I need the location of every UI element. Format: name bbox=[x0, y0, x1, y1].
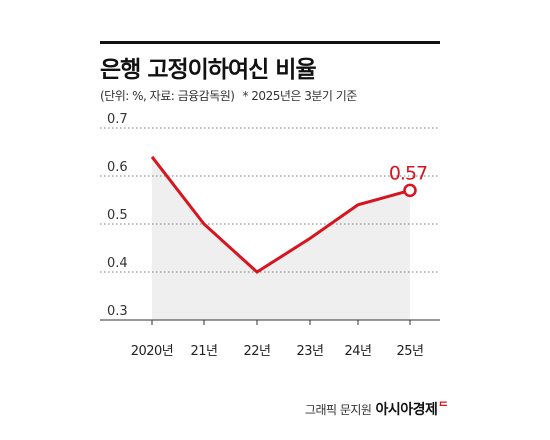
highlight-point bbox=[403, 183, 417, 198]
x-tick-label: 23년 bbox=[296, 344, 323, 359]
credit: 그래픽 문지원 아시아경제ᄃ bbox=[304, 398, 449, 419]
x-tick-label: 21년 bbox=[190, 344, 217, 359]
y-tick-label: 0.6 bbox=[107, 160, 128, 175]
x-tick-label: 24년 bbox=[344, 344, 371, 359]
unit-source-note: (단위: %, 자료: 금융감독원) bbox=[100, 89, 235, 103]
series-line bbox=[150, 155, 411, 274]
brand-logo-text: 아시아경제 bbox=[375, 402, 438, 418]
y-tick-label: 0.3 bbox=[107, 304, 128, 319]
x-tick-label: 25년 bbox=[396, 344, 423, 359]
chart-subtitle: (단위: %, 자료: 금융감독원) * 2025년은 3분기 기준 bbox=[100, 87, 357, 104]
highlight-data-label: 0.57 bbox=[389, 162, 427, 184]
brand-mark-icon: ᄃ bbox=[438, 400, 448, 413]
x-tick-label: 22년 bbox=[243, 344, 270, 359]
y-tick-label: 0.5 bbox=[107, 208, 128, 223]
chart-title: 은행 고정이하여신 비율 bbox=[100, 57, 317, 83]
graphic-credit: 그래픽 문지원 bbox=[304, 403, 372, 417]
period-note: * 2025년은 3분기 기준 bbox=[242, 89, 357, 103]
x-tick-label: 2020년 bbox=[131, 344, 174, 359]
y-tick-label: 0.4 bbox=[107, 256, 128, 271]
y-tick-label: 0.7 bbox=[107, 112, 128, 127]
top-rule bbox=[100, 41, 440, 44]
area-fill bbox=[152, 156, 410, 320]
